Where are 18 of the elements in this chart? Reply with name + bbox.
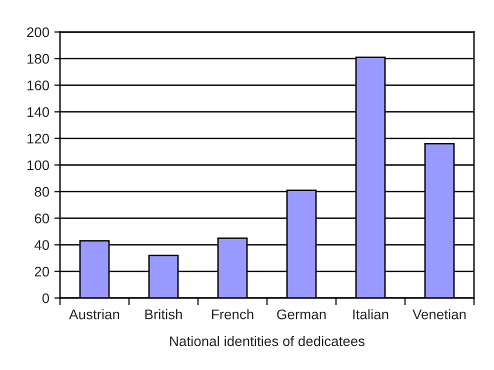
y-tick-label: 40 xyxy=(34,240,50,250)
x-axis-title: National identities of dedicatees xyxy=(170,336,365,346)
x-tick-label: Italian xyxy=(353,309,388,320)
x-tick-label: Venetian xyxy=(412,309,466,320)
x-tick-label: British xyxy=(145,309,182,320)
y-tick-label: 200 xyxy=(27,27,50,38)
y-tick-label: 120 xyxy=(27,134,50,144)
x-tick-label: Austrian xyxy=(69,309,120,320)
y-tick-label: 0 xyxy=(42,293,50,304)
y-tick-label: 100 xyxy=(27,160,50,170)
y-tick-label: 80 xyxy=(34,186,50,197)
y-tick-label: 140 xyxy=(27,107,50,117)
y-tick-label: 160 xyxy=(27,80,50,90)
y-tick-label: 180 xyxy=(27,54,50,64)
x-tick-label: French xyxy=(212,309,254,320)
x-tick-label: German xyxy=(277,309,326,320)
y-tick-label: 20 xyxy=(34,266,50,277)
y-tick-label: 60 xyxy=(34,214,50,224)
